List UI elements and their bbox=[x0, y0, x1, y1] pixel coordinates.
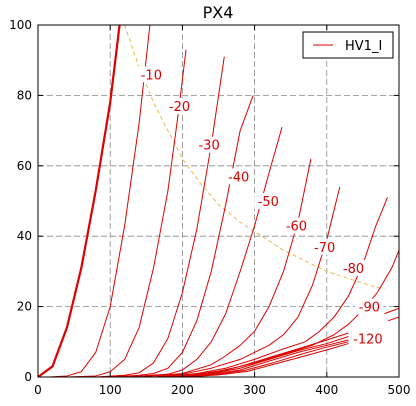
y-tick-label: 20 bbox=[17, 300, 32, 314]
series-line--40 bbox=[110, 95, 254, 377]
curve-label: -70 bbox=[314, 241, 335, 256]
load-line bbox=[124, 25, 385, 290]
curve-label: -20 bbox=[169, 100, 190, 115]
y-tick-label: 100 bbox=[9, 18, 32, 32]
series-line--10 bbox=[48, 25, 151, 377]
series-line--120 bbox=[178, 339, 349, 377]
plot-frame bbox=[37, 24, 400, 378]
curve-label: -10 bbox=[141, 68, 162, 83]
x-tick-label: 200 bbox=[171, 383, 194, 397]
curve-label-bg bbox=[254, 193, 283, 209]
legend: HV1_I bbox=[302, 31, 394, 59]
chart-title: PX4 bbox=[203, 3, 234, 22]
curve-label-bg bbox=[282, 217, 311, 234]
axis-ticks: 0 100 200 300 400 500 0 20 40 60 80 100 bbox=[9, 18, 410, 397]
series-line--70 bbox=[153, 186, 341, 377]
curve-label: -90 bbox=[359, 301, 380, 316]
y-tick-label: 80 bbox=[17, 88, 32, 102]
curve-label: -40 bbox=[228, 170, 249, 185]
curve-label: -30 bbox=[198, 139, 219, 154]
curve-label: -80 bbox=[343, 262, 364, 277]
series-line--80 bbox=[160, 197, 388, 377]
series-line-0 bbox=[38, 25, 121, 377]
x-tick-label: 100 bbox=[99, 383, 122, 397]
curve-label-bg bbox=[195, 136, 224, 153]
series-line--160 bbox=[388, 316, 399, 322]
series-line--100 bbox=[171, 332, 349, 377]
curve-label: -60 bbox=[286, 220, 307, 235]
curve-label-bg bbox=[349, 330, 386, 347]
series-line--30 bbox=[95, 56, 225, 377]
curve-label-bg bbox=[355, 298, 384, 315]
curve-label-bg bbox=[339, 259, 368, 276]
curve-label: -50 bbox=[258, 195, 279, 210]
y-tick-label: 0 bbox=[24, 370, 32, 384]
series-line--50 bbox=[124, 126, 283, 377]
plot-area: -10 -20 -30 -40 -50 -60 -70 -80 -90 -120 bbox=[38, 25, 399, 377]
series-line--130 bbox=[182, 341, 349, 377]
curve-label-bg bbox=[165, 97, 194, 114]
series-line--60 bbox=[139, 158, 312, 377]
grid-lines bbox=[38, 25, 399, 377]
series-line--150 bbox=[384, 307, 399, 315]
legend-label: HV1_I bbox=[345, 39, 382, 54]
y-tick-label: 60 bbox=[17, 159, 32, 173]
curve-label-bg bbox=[310, 238, 339, 255]
curve-label: -120 bbox=[353, 332, 383, 347]
series-line--20 bbox=[66, 49, 187, 377]
x-tick-label: 500 bbox=[388, 383, 411, 397]
series-line--140 bbox=[185, 343, 349, 377]
y-tick-label: 40 bbox=[17, 229, 32, 243]
curve-label-bg bbox=[137, 66, 166, 83]
curve-label-bg bbox=[224, 168, 253, 185]
x-tick-label: 0 bbox=[34, 383, 42, 397]
x-tick-label: 400 bbox=[315, 383, 338, 397]
x-tick-label: 300 bbox=[243, 383, 266, 397]
series-line--110 bbox=[175, 336, 349, 377]
